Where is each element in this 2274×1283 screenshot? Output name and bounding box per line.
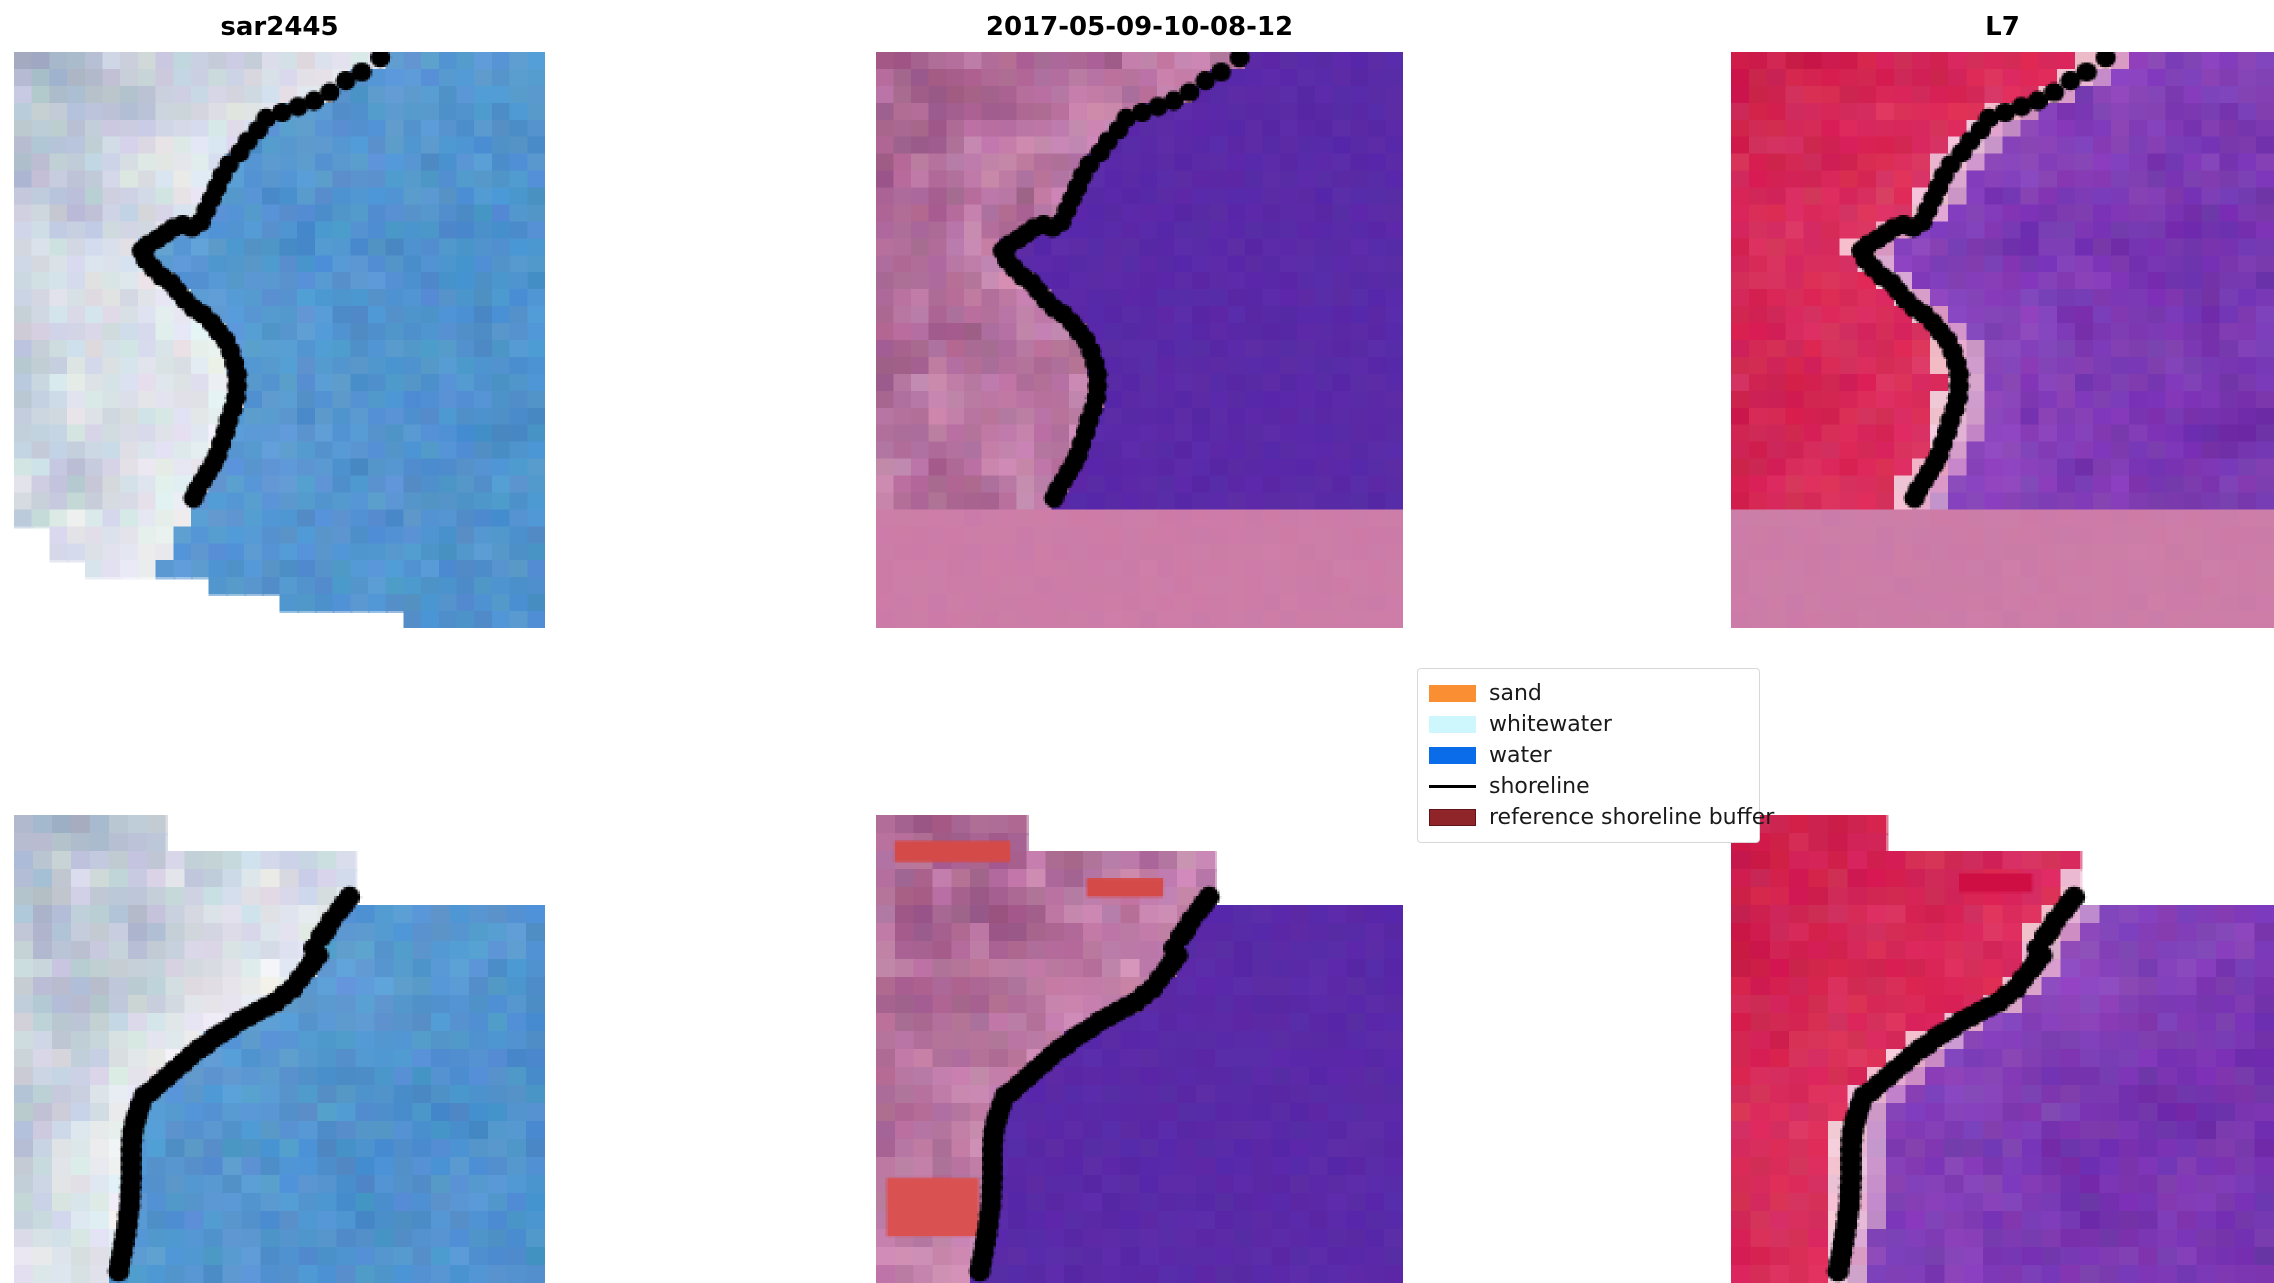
panel-sar2445-bottom bbox=[14, 815, 545, 1283]
panel-title-right: L7 bbox=[1985, 12, 2020, 42]
legend-label-whitewater: whitewater bbox=[1489, 711, 1612, 737]
panel-image bbox=[14, 815, 545, 1283]
legend-item-whitewater: whitewater bbox=[1429, 709, 1747, 740]
sand-swatch bbox=[1429, 685, 1476, 702]
legend-label-shoreline: shoreline bbox=[1489, 773, 1590, 799]
panel-l7-bottom bbox=[1731, 815, 2274, 1283]
legend-label-sand: sand bbox=[1489, 680, 1542, 706]
panel-title-middle: 2017-05-09-10-08-12 bbox=[985, 12, 1294, 42]
panel-image bbox=[1731, 52, 2274, 628]
reference-shoreline-buffer-swatch bbox=[1429, 809, 1476, 826]
panel-date-bottom bbox=[876, 815, 1403, 1283]
panel-sar2445-top bbox=[14, 52, 545, 628]
legend-label-reference-shoreline-buffer: reference shoreline buffer bbox=[1489, 804, 1775, 830]
whitewater-swatch bbox=[1429, 716, 1476, 733]
panel-date-top bbox=[876, 52, 1403, 628]
panel-title-left: sar2445 bbox=[220, 12, 339, 42]
water-swatch bbox=[1429, 747, 1476, 764]
legend-item-sand: sand bbox=[1429, 678, 1747, 709]
legend-label-water: water bbox=[1489, 742, 1552, 768]
panel-image bbox=[876, 815, 1403, 1283]
legend-item-shoreline: shoreline bbox=[1429, 771, 1747, 802]
shoreline-swatch bbox=[1429, 785, 1476, 788]
panel-l7-top bbox=[1731, 52, 2274, 628]
legend-item-reference-shoreline-buffer: reference shoreline buffer bbox=[1429, 802, 1774, 833]
legend-item-water: water bbox=[1429, 740, 1747, 771]
panel-image bbox=[14, 52, 545, 628]
legend: sand whitewater water shoreline referenc… bbox=[1417, 668, 1774, 843]
panel-image bbox=[876, 52, 1403, 628]
panel-image bbox=[1731, 815, 2274, 1283]
